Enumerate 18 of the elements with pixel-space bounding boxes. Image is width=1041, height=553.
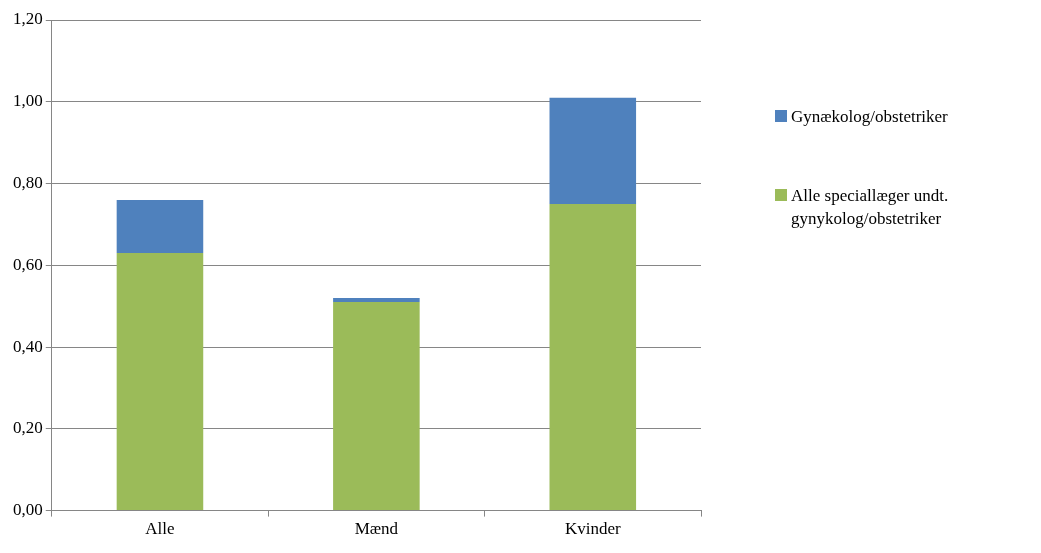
- legend-label: Gynækolog/obstetriker: [791, 106, 948, 128]
- y-tick-label: 0,00: [13, 500, 43, 520]
- x-tick-label: Alle: [145, 519, 175, 539]
- y-tick-label: 0,60: [13, 254, 43, 274]
- y-tick-label: 0,40: [13, 336, 43, 356]
- y-tick-label: 0,20: [13, 418, 43, 438]
- bar: [549, 97, 637, 204]
- y-tick-label: 1,00: [13, 91, 43, 111]
- bar: [549, 203, 637, 511]
- bar: [116, 253, 204, 511]
- x-tick-label: Kvinder: [564, 519, 621, 539]
- bar: [333, 302, 420, 511]
- y-tick-label: 0,80: [13, 173, 43, 192]
- bar: [333, 298, 420, 303]
- legend-label: Alle speciallæger undt. gynykolog/obstetriker: [791, 185, 950, 230]
- x-tick-label: Mænd: [354, 519, 399, 539]
- y-tick-label: 1,20: [13, 9, 43, 29]
- bar: [116, 199, 204, 254]
